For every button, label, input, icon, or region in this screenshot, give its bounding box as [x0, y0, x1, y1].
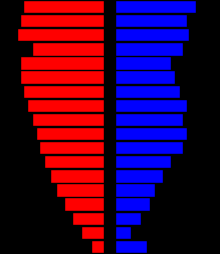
- Bar: [116, 142, 183, 154]
- Bar: [73, 213, 104, 225]
- Bar: [40, 142, 104, 154]
- Bar: [92, 241, 104, 253]
- Bar: [116, 156, 171, 168]
- Bar: [57, 184, 104, 197]
- Bar: [18, 29, 104, 41]
- Bar: [116, 198, 150, 211]
- Bar: [24, 86, 104, 98]
- Bar: [116, 1, 196, 13]
- Bar: [116, 128, 187, 140]
- Bar: [21, 57, 104, 70]
- Bar: [21, 71, 104, 84]
- Bar: [116, 57, 171, 70]
- Bar: [116, 114, 183, 126]
- Bar: [51, 170, 104, 183]
- Bar: [28, 100, 104, 112]
- Bar: [116, 213, 141, 225]
- Bar: [116, 100, 187, 112]
- Bar: [116, 184, 155, 197]
- Bar: [116, 29, 189, 41]
- Bar: [33, 43, 104, 56]
- Bar: [116, 170, 163, 183]
- Bar: [65, 198, 104, 211]
- Bar: [116, 86, 180, 98]
- Bar: [116, 71, 175, 84]
- Bar: [37, 128, 104, 140]
- Bar: [82, 227, 104, 239]
- Bar: [24, 1, 104, 13]
- Bar: [116, 15, 187, 27]
- Bar: [33, 114, 104, 126]
- Bar: [116, 241, 147, 253]
- Bar: [45, 156, 104, 168]
- Bar: [116, 43, 183, 56]
- Bar: [116, 227, 131, 239]
- Bar: [21, 15, 104, 27]
